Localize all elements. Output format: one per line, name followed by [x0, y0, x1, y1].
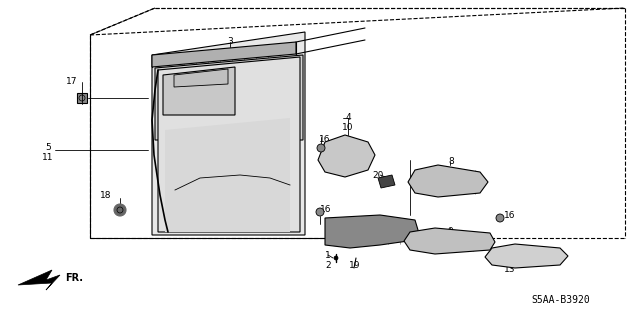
Text: 19: 19	[349, 261, 361, 270]
Text: 5: 5	[45, 144, 51, 152]
Polygon shape	[152, 42, 296, 67]
Text: 14: 14	[445, 167, 457, 176]
Text: 2: 2	[325, 261, 331, 270]
Text: S5AA-B3920: S5AA-B3920	[531, 295, 590, 305]
Text: 6: 6	[337, 220, 343, 229]
Circle shape	[114, 204, 126, 216]
Text: 13: 13	[504, 265, 516, 275]
Polygon shape	[404, 228, 495, 254]
Text: 8: 8	[448, 158, 454, 167]
Polygon shape	[408, 165, 488, 197]
Polygon shape	[163, 67, 235, 115]
Text: 16: 16	[319, 136, 331, 145]
Circle shape	[496, 214, 504, 222]
Text: 3: 3	[227, 38, 233, 47]
Text: 20: 20	[372, 170, 384, 180]
Polygon shape	[318, 135, 375, 177]
Bar	[77, 93, 87, 103]
Circle shape	[334, 256, 338, 260]
Text: FR.: FR.	[65, 273, 83, 283]
Text: 4: 4	[345, 114, 351, 122]
Circle shape	[317, 144, 325, 152]
Polygon shape	[152, 32, 305, 235]
Text: 11: 11	[42, 153, 54, 162]
Polygon shape	[174, 69, 228, 87]
Polygon shape	[325, 215, 418, 248]
Text: 1: 1	[325, 250, 331, 259]
Polygon shape	[158, 57, 300, 232]
Text: 12: 12	[334, 231, 346, 240]
Text: 16: 16	[320, 205, 332, 214]
Polygon shape	[485, 244, 568, 268]
Text: 7: 7	[507, 256, 513, 264]
Circle shape	[316, 208, 324, 216]
Text: 10: 10	[342, 123, 354, 132]
Text: 18: 18	[100, 190, 112, 199]
Polygon shape	[155, 55, 303, 140]
Polygon shape	[378, 175, 395, 188]
Polygon shape	[18, 270, 60, 290]
Text: 15: 15	[444, 238, 456, 247]
Text: 16: 16	[504, 211, 516, 219]
Text: 9: 9	[447, 227, 453, 236]
Text: 17: 17	[67, 78, 77, 86]
Polygon shape	[165, 118, 290, 232]
